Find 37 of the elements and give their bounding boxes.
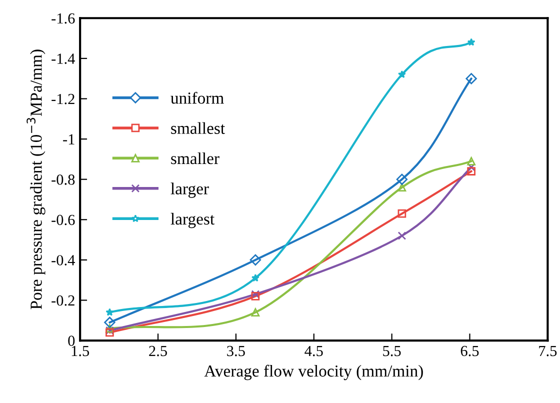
x-tick-label: 1.5 bbox=[72, 346, 90, 356]
point bbox=[398, 209, 406, 218]
y-tick-label: -1.4 bbox=[52, 54, 75, 64]
point bbox=[398, 183, 406, 192]
y-tick-label: -0.6 bbox=[52, 214, 75, 226]
legend-label: larger bbox=[170, 182, 209, 198]
x-axis-title: Average flow velocity (mm/min) bbox=[204, 364, 423, 380]
point bbox=[251, 274, 260, 282]
x-tick-label: 7.5 bbox=[539, 346, 557, 356]
legend-label: smallest bbox=[171, 122, 225, 134]
x-tick-label: 6.5 bbox=[460, 346, 479, 356]
x-tick-label: 5.5 bbox=[383, 346, 401, 356]
legend-label: uniform bbox=[170, 92, 224, 104]
x-tick-label: 2.5 bbox=[149, 346, 167, 356]
y-tick-label: -1 bbox=[63, 134, 74, 144]
point bbox=[398, 70, 406, 78]
y-tick-label: 0 bbox=[68, 336, 75, 346]
point bbox=[396, 174, 408, 185]
point bbox=[250, 254, 262, 266]
point bbox=[251, 308, 260, 316]
point bbox=[467, 167, 476, 176]
y-tick-label: -0.8 bbox=[52, 174, 75, 185]
point bbox=[466, 72, 477, 84]
y-tick-label: -0.4 bbox=[52, 255, 75, 266]
y-tick-label: -0.2 bbox=[52, 295, 74, 306]
x-tick-label: 3.5 bbox=[227, 346, 245, 356]
legend-label: largest bbox=[170, 212, 214, 228]
point bbox=[467, 157, 476, 166]
y-tick-label: -1.6 bbox=[52, 13, 75, 24]
y-tick-label: -1.2 bbox=[52, 94, 74, 104]
x-tick-label: 4.5 bbox=[304, 346, 323, 356]
legend-label: smaller bbox=[171, 152, 220, 164]
y-axis-title: Pore pressure gradient (10$^{−3}$MPa/mm) bbox=[26, 50, 46, 310]
point bbox=[104, 316, 116, 328]
point bbox=[398, 232, 406, 240]
point bbox=[467, 38, 476, 46]
point bbox=[106, 308, 114, 316]
